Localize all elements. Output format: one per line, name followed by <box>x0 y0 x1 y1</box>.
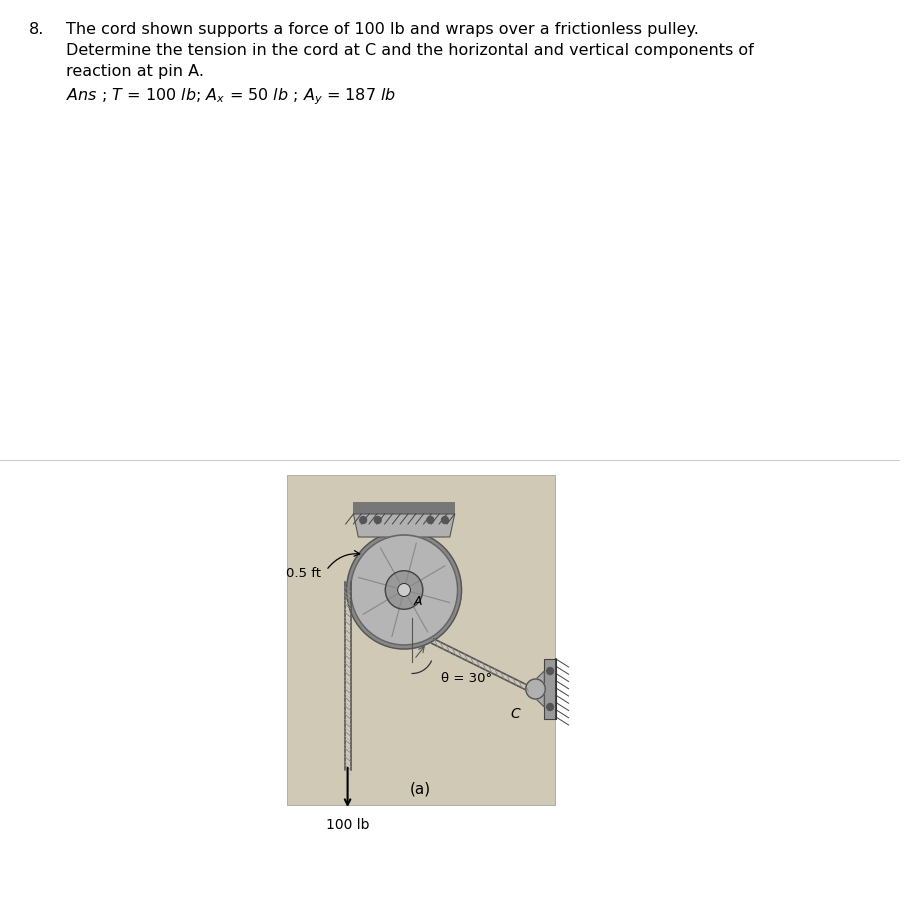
Text: $\it{Ans}$ ; $\it{T}$ = 100 $\it{lb}$; $\it{A_x}$ = 50 $\it{lb}$ ; $\it{A_y}$ = : $\it{Ans}$ ; $\it{T}$ = 100 $\it{lb}$; $… <box>67 86 396 106</box>
Bar <box>354 502 455 514</box>
Circle shape <box>350 535 457 645</box>
Bar <box>544 659 556 719</box>
Polygon shape <box>354 514 455 537</box>
Text: C: C <box>510 707 520 721</box>
Text: Determine the tension in the cord at C and the horizontal and vertical component: Determine the tension in the cord at C a… <box>67 43 754 58</box>
Polygon shape <box>526 671 544 707</box>
Circle shape <box>427 516 433 524</box>
Text: reaction at pin A.: reaction at pin A. <box>67 64 204 79</box>
Text: (a): (a) <box>410 782 432 797</box>
Text: A: A <box>414 595 422 608</box>
Text: θ = 30°: θ = 30° <box>442 672 492 684</box>
Text: 100 lb: 100 lb <box>326 818 370 832</box>
Circle shape <box>442 516 448 524</box>
Circle shape <box>385 571 423 609</box>
Circle shape <box>397 584 410 596</box>
Bar <box>287 475 555 805</box>
Circle shape <box>346 531 461 649</box>
Circle shape <box>547 704 553 711</box>
Text: 8.: 8. <box>30 22 44 37</box>
Circle shape <box>547 667 553 674</box>
Text: 0.5 ft: 0.5 ft <box>286 567 322 580</box>
Circle shape <box>374 516 382 524</box>
Circle shape <box>526 679 545 699</box>
Circle shape <box>359 516 367 524</box>
Text: The cord shown supports a force of 100 lb and wraps over a frictionless pulley.: The cord shown supports a force of 100 l… <box>67 22 699 37</box>
